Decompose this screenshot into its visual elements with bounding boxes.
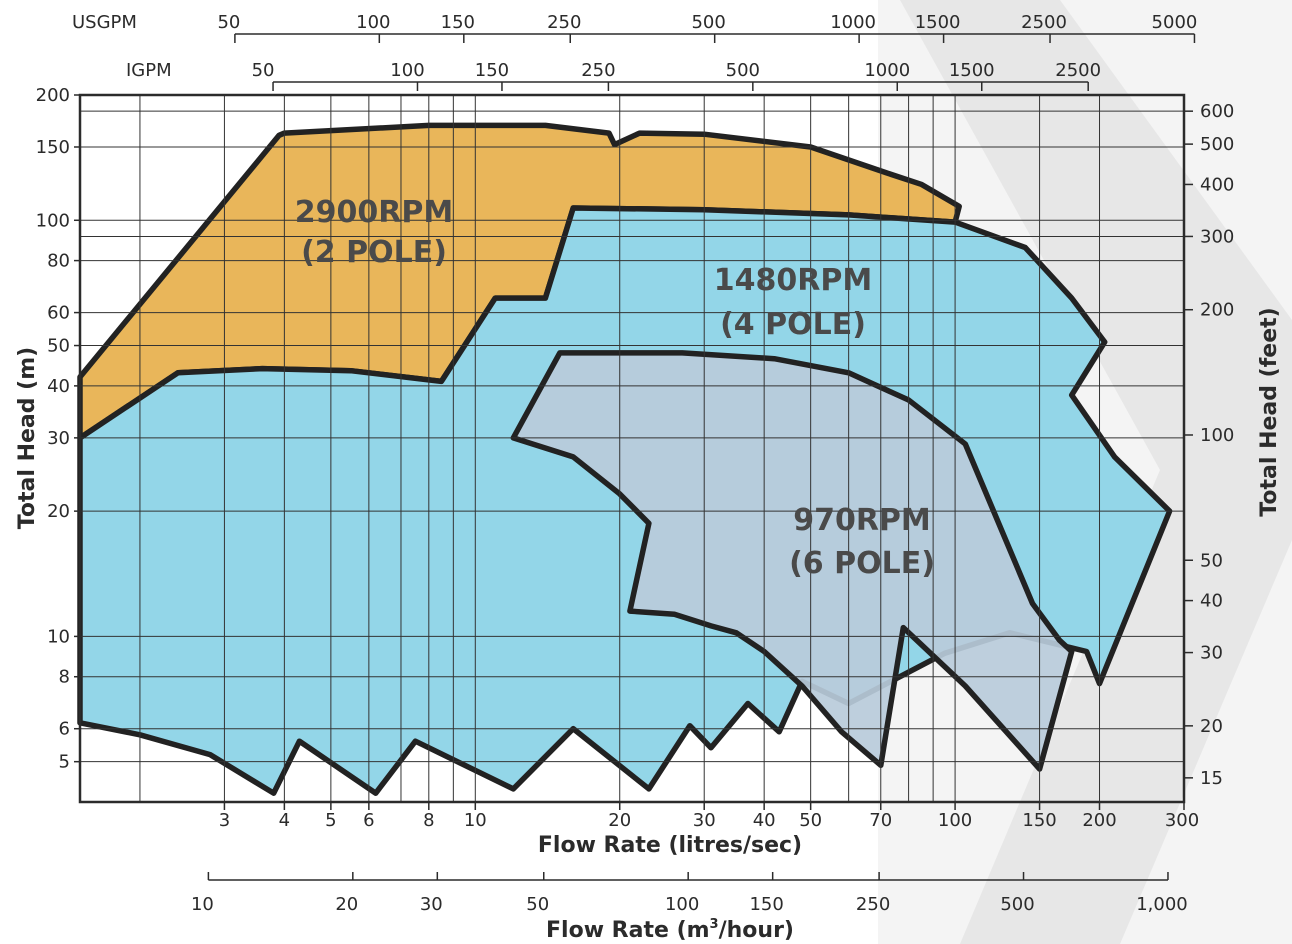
tick-label-x-bottom: 10	[464, 810, 487, 831]
tick-label-x-bottom: 300	[1165, 810, 1199, 831]
tick-label-x-igpm: 2500	[1055, 60, 1101, 81]
tick-label-x-m3h: 250	[856, 894, 890, 915]
tick-label-y-left: 20	[47, 501, 70, 522]
tick-label-x-bottom: 8	[423, 810, 434, 831]
tick-label-y-right: 40	[1200, 591, 1223, 612]
tick-label-x-bottom: 6	[363, 810, 374, 831]
tick-label-y-left: 200	[36, 85, 70, 106]
tick-label-y-left: 40	[47, 376, 70, 397]
x-axis-title-litres: Flow Rate (litres/sec)	[538, 833, 802, 858]
tick-label-x-usgpm: 150	[441, 12, 475, 33]
tick-label-y-right: 600	[1200, 101, 1234, 122]
tick-label-y-right: 500	[1200, 134, 1234, 155]
plot-frame	[78, 93, 1186, 804]
y-axis-title-left: Total Head (m)	[15, 347, 40, 529]
watermark-chevron	[900, 0, 1292, 944]
region-sublabel-2900rpm: (2 POLE)	[301, 235, 447, 270]
tick-label-x-bottom: 150	[1022, 810, 1056, 831]
tick-label-x-m3h: 100	[665, 894, 699, 915]
tick-label-x-bottom: 5	[325, 810, 336, 831]
tick-label-x-igpm: 100	[390, 60, 424, 81]
grid-lines	[80, 95, 1184, 802]
tick-label-y-left: 60	[47, 303, 70, 324]
tick-label-x-bottom: 4	[279, 810, 290, 831]
tick-label-x-bottom: 30	[693, 810, 716, 831]
tick-label-y-right: 300	[1200, 226, 1234, 247]
tick-label-y-left: 30	[47, 428, 70, 449]
tick-label-x-usgpm: 5000	[1152, 12, 1198, 33]
axis-label-igpm: IGPM	[126, 60, 172, 81]
tick-label-x-bottom: 70	[869, 810, 892, 831]
tick-label-y-right: 50	[1200, 550, 1223, 571]
tick-label-x-igpm: 250	[581, 60, 615, 81]
tick-label-y-left: 50	[47, 336, 70, 357]
axis-label-usgpm: USGPM	[72, 12, 137, 33]
tick-label-y-right: 400	[1200, 174, 1234, 195]
tick-label-x-m3h: 50	[526, 894, 549, 915]
tick-label-x-bottom: 50	[799, 810, 822, 831]
tick-label-y-left: 150	[36, 137, 70, 158]
tick-label-x-usgpm: 2500	[1021, 12, 1067, 33]
tick-label-y-right: 200	[1200, 300, 1234, 321]
region-sublabel-970rpm: (6 POLE)	[789, 546, 935, 581]
tick-label-x-igpm: 150	[475, 60, 509, 81]
tick-label-y-right: 20	[1200, 716, 1223, 737]
tick-label-x-igpm: 50	[252, 60, 275, 81]
tick-label-x-m3h: 500	[1000, 894, 1034, 915]
tick-label-y-left: 80	[47, 251, 70, 272]
tick-label-x-igpm: 1500	[949, 60, 995, 81]
performance-regions	[77, 122, 1173, 796]
y-axis-title-right: Total Head (feet)	[1257, 307, 1282, 516]
tick-label-y-left: 10	[47, 626, 70, 647]
tick-label-x-usgpm: 1500	[915, 12, 961, 33]
tick-label-x-usgpm: 500	[691, 12, 725, 33]
x-axis-title-m3h-sup: 3	[710, 917, 719, 932]
tick-label-x-bottom: 200	[1082, 810, 1116, 831]
region-label-2900rpm: 2900RPM	[295, 195, 453, 230]
tick-label-x-bottom: 40	[753, 810, 776, 831]
tick-label-x-m3h: 30	[420, 894, 443, 915]
tick-label-x-bottom: 20	[608, 810, 631, 831]
tick-label-y-left: 100	[36, 210, 70, 231]
region-label-1480rpm: 1480RPM	[714, 263, 872, 298]
tick-label-x-bottom: 3	[219, 810, 230, 831]
tick-label-x-igpm: 1000	[864, 60, 910, 81]
region-label-970rpm: 970RPM	[793, 503, 931, 538]
tick-label-y-left: 8	[59, 667, 70, 688]
tick-label-x-usgpm: 250	[547, 12, 581, 33]
x-axis-title-m3h: Flow Rate (m3/hour)	[546, 917, 794, 943]
tick-label-x-usgpm: 50	[217, 12, 240, 33]
tick-label-y-right: 15	[1200, 768, 1223, 789]
region-sublabel-1480rpm: (4 POLE)	[720, 307, 866, 342]
tick-label-x-bottom: 100	[938, 810, 972, 831]
x-axis-title-m3h-main: Flow Rate (m	[546, 918, 710, 943]
tick-label-x-m3h: 10	[191, 894, 214, 915]
x-axis-title-m3h-end: /hour)	[719, 918, 794, 943]
tick-label-x-m3h: 150	[749, 894, 783, 915]
axes: 3 4 5 6 8 10 20 30 40 50 70 100 150 200 300 Flow Rate (…	[15, 12, 1282, 943]
tick-label-x-igpm: 500	[726, 60, 760, 81]
tick-label-y-left: 5	[59, 752, 70, 773]
tick-label-x-usgpm: 100	[356, 12, 390, 33]
region-labels: 2900RPM (2 POLE) 1480RPM (4 POLE) 970RPM (6 P…	[295, 195, 935, 581]
tick-label-y-left: 6	[59, 719, 70, 740]
region-970rpm	[510, 350, 1075, 772]
tick-label-y-right: 30	[1200, 643, 1223, 664]
tick-label-x-m3h: 1,000	[1136, 894, 1188, 915]
tick-label-x-usgpm: 1000	[830, 12, 876, 33]
plot-border	[78, 93, 1186, 804]
tick-label-y-right: 100	[1200, 425, 1234, 446]
tick-label-x-m3h: 20	[335, 894, 358, 915]
